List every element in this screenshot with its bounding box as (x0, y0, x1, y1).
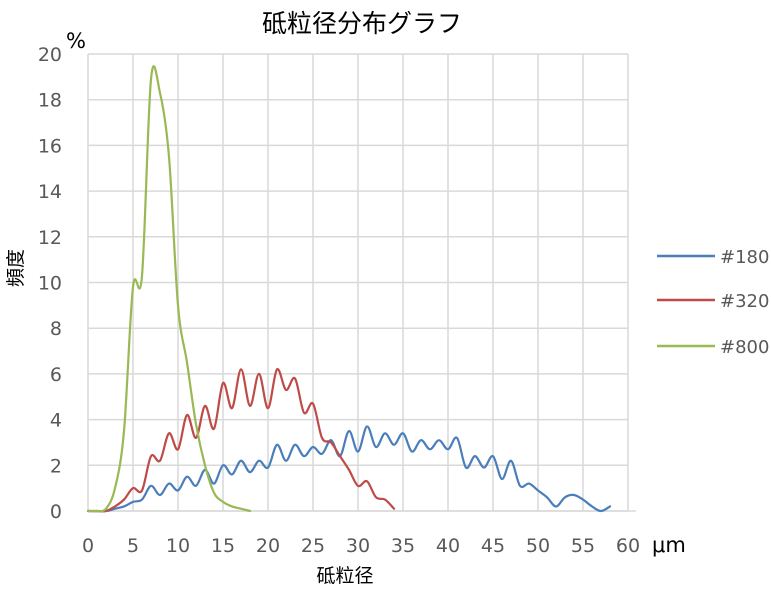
y-tick-label: 12 (38, 227, 62, 249)
gridlines (87, 53, 629, 512)
x-tick-label: 30 (346, 535, 370, 557)
y-tick-label: 14 (38, 181, 62, 203)
legend-label-800: #800 (720, 337, 769, 358)
x-tick-label: 20 (256, 535, 280, 557)
y-tick-label: 18 (38, 90, 62, 112)
legend: #180 #320 #800 (657, 247, 769, 358)
legend-label-180: #180 (720, 247, 769, 268)
x-tick-label: 35 (391, 535, 415, 557)
x-tick-label: 40 (436, 535, 460, 557)
y-tick-label: 6 (50, 364, 62, 386)
series-line-800 (86, 65, 252, 513)
y-axis-unit: % (66, 29, 86, 53)
y-tick-label: 2 (50, 455, 62, 477)
x-tick-label: 50 (526, 535, 550, 557)
x-tick-label: 15 (211, 535, 235, 557)
y-tick-label: 16 (38, 135, 62, 157)
y-tick-label: 20 (38, 44, 62, 66)
x-axis-unit: μm (652, 533, 686, 557)
x-tick-label: 45 (481, 535, 505, 557)
series-line-180 (86, 425, 612, 513)
x-tick-label: 60 (616, 535, 640, 557)
y-axis-tick-labels: 0 2 4 6 8 10 12 14 16 18 20 (38, 44, 62, 523)
x-axis-title: 砥粒径 (316, 565, 373, 587)
y-axis-title: 頻度 (5, 249, 27, 287)
x-tick-label: 0 (82, 535, 94, 557)
x-tick-label: 25 (301, 535, 325, 557)
x-axis-tick-labels: 0 5 10 15 20 25 30 35 40 45 50 55 60 (82, 535, 640, 557)
series-lines (86, 65, 612, 513)
y-tick-label: 4 (50, 410, 62, 432)
x-tick-label: 5 (127, 535, 139, 557)
y-tick-label: 8 (50, 318, 62, 340)
x-tick-label: 10 (166, 535, 190, 557)
x-tick-label: 55 (571, 535, 595, 557)
legend-label-320: #320 (720, 291, 769, 312)
chart-title: 砥粒径分布グラフ (262, 9, 462, 38)
y-tick-label: 0 (50, 501, 62, 523)
series-line-320 (86, 368, 396, 513)
y-tick-label: 10 (38, 273, 62, 295)
